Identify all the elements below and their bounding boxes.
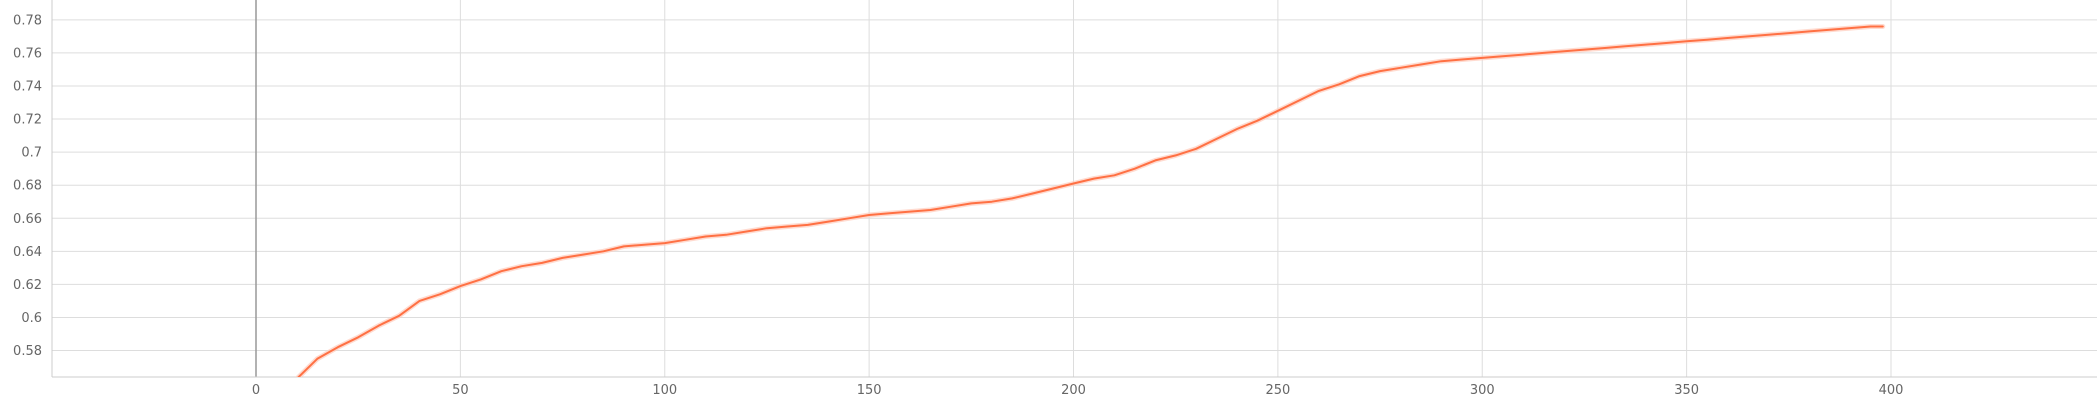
x-tick-label: 100 xyxy=(652,383,677,398)
x-tick-label: 50 xyxy=(452,383,469,398)
y-tick-label: 0.62 xyxy=(13,278,42,293)
y-tick-labels: 0.58 0.6 0.62 0.64 0.66 0.68 0.7 0.72 0.74 0.76 0.… xyxy=(13,13,42,359)
y-tick-label: 0.76 xyxy=(13,46,42,61)
x-tick-label: 150 xyxy=(857,383,882,398)
x-tick-labels: 0 50 100 150 200 250 300 350 400 xyxy=(252,383,1904,398)
y-tick-label: 0.66 xyxy=(13,212,42,227)
x-tick-label: 400 xyxy=(1879,383,1904,398)
y-tick-label: 0.78 xyxy=(13,13,42,28)
y-tick-label: 0.64 xyxy=(13,245,42,260)
x-tick-label: 0 xyxy=(252,383,260,398)
x-tick-label: 300 xyxy=(1470,383,1495,398)
x-tick-label: 250 xyxy=(1265,383,1290,398)
y-tick-label: 0.6 xyxy=(21,311,42,326)
series-layer xyxy=(295,24,1886,377)
y-tick-label: 0.72 xyxy=(13,113,42,128)
grid-lines xyxy=(52,0,2097,377)
y-tick-label: 0.58 xyxy=(13,344,42,359)
x-tick-label: 200 xyxy=(1061,383,1086,398)
x-tick-label: 350 xyxy=(1674,383,1699,398)
axes xyxy=(51,0,2097,378)
y-tick-label: 0.68 xyxy=(13,179,42,194)
series-raw-line xyxy=(295,24,1886,377)
y-tick-label: 0.7 xyxy=(21,146,42,161)
series-line xyxy=(297,25,1884,377)
y-tick-label: 0.74 xyxy=(13,79,42,94)
